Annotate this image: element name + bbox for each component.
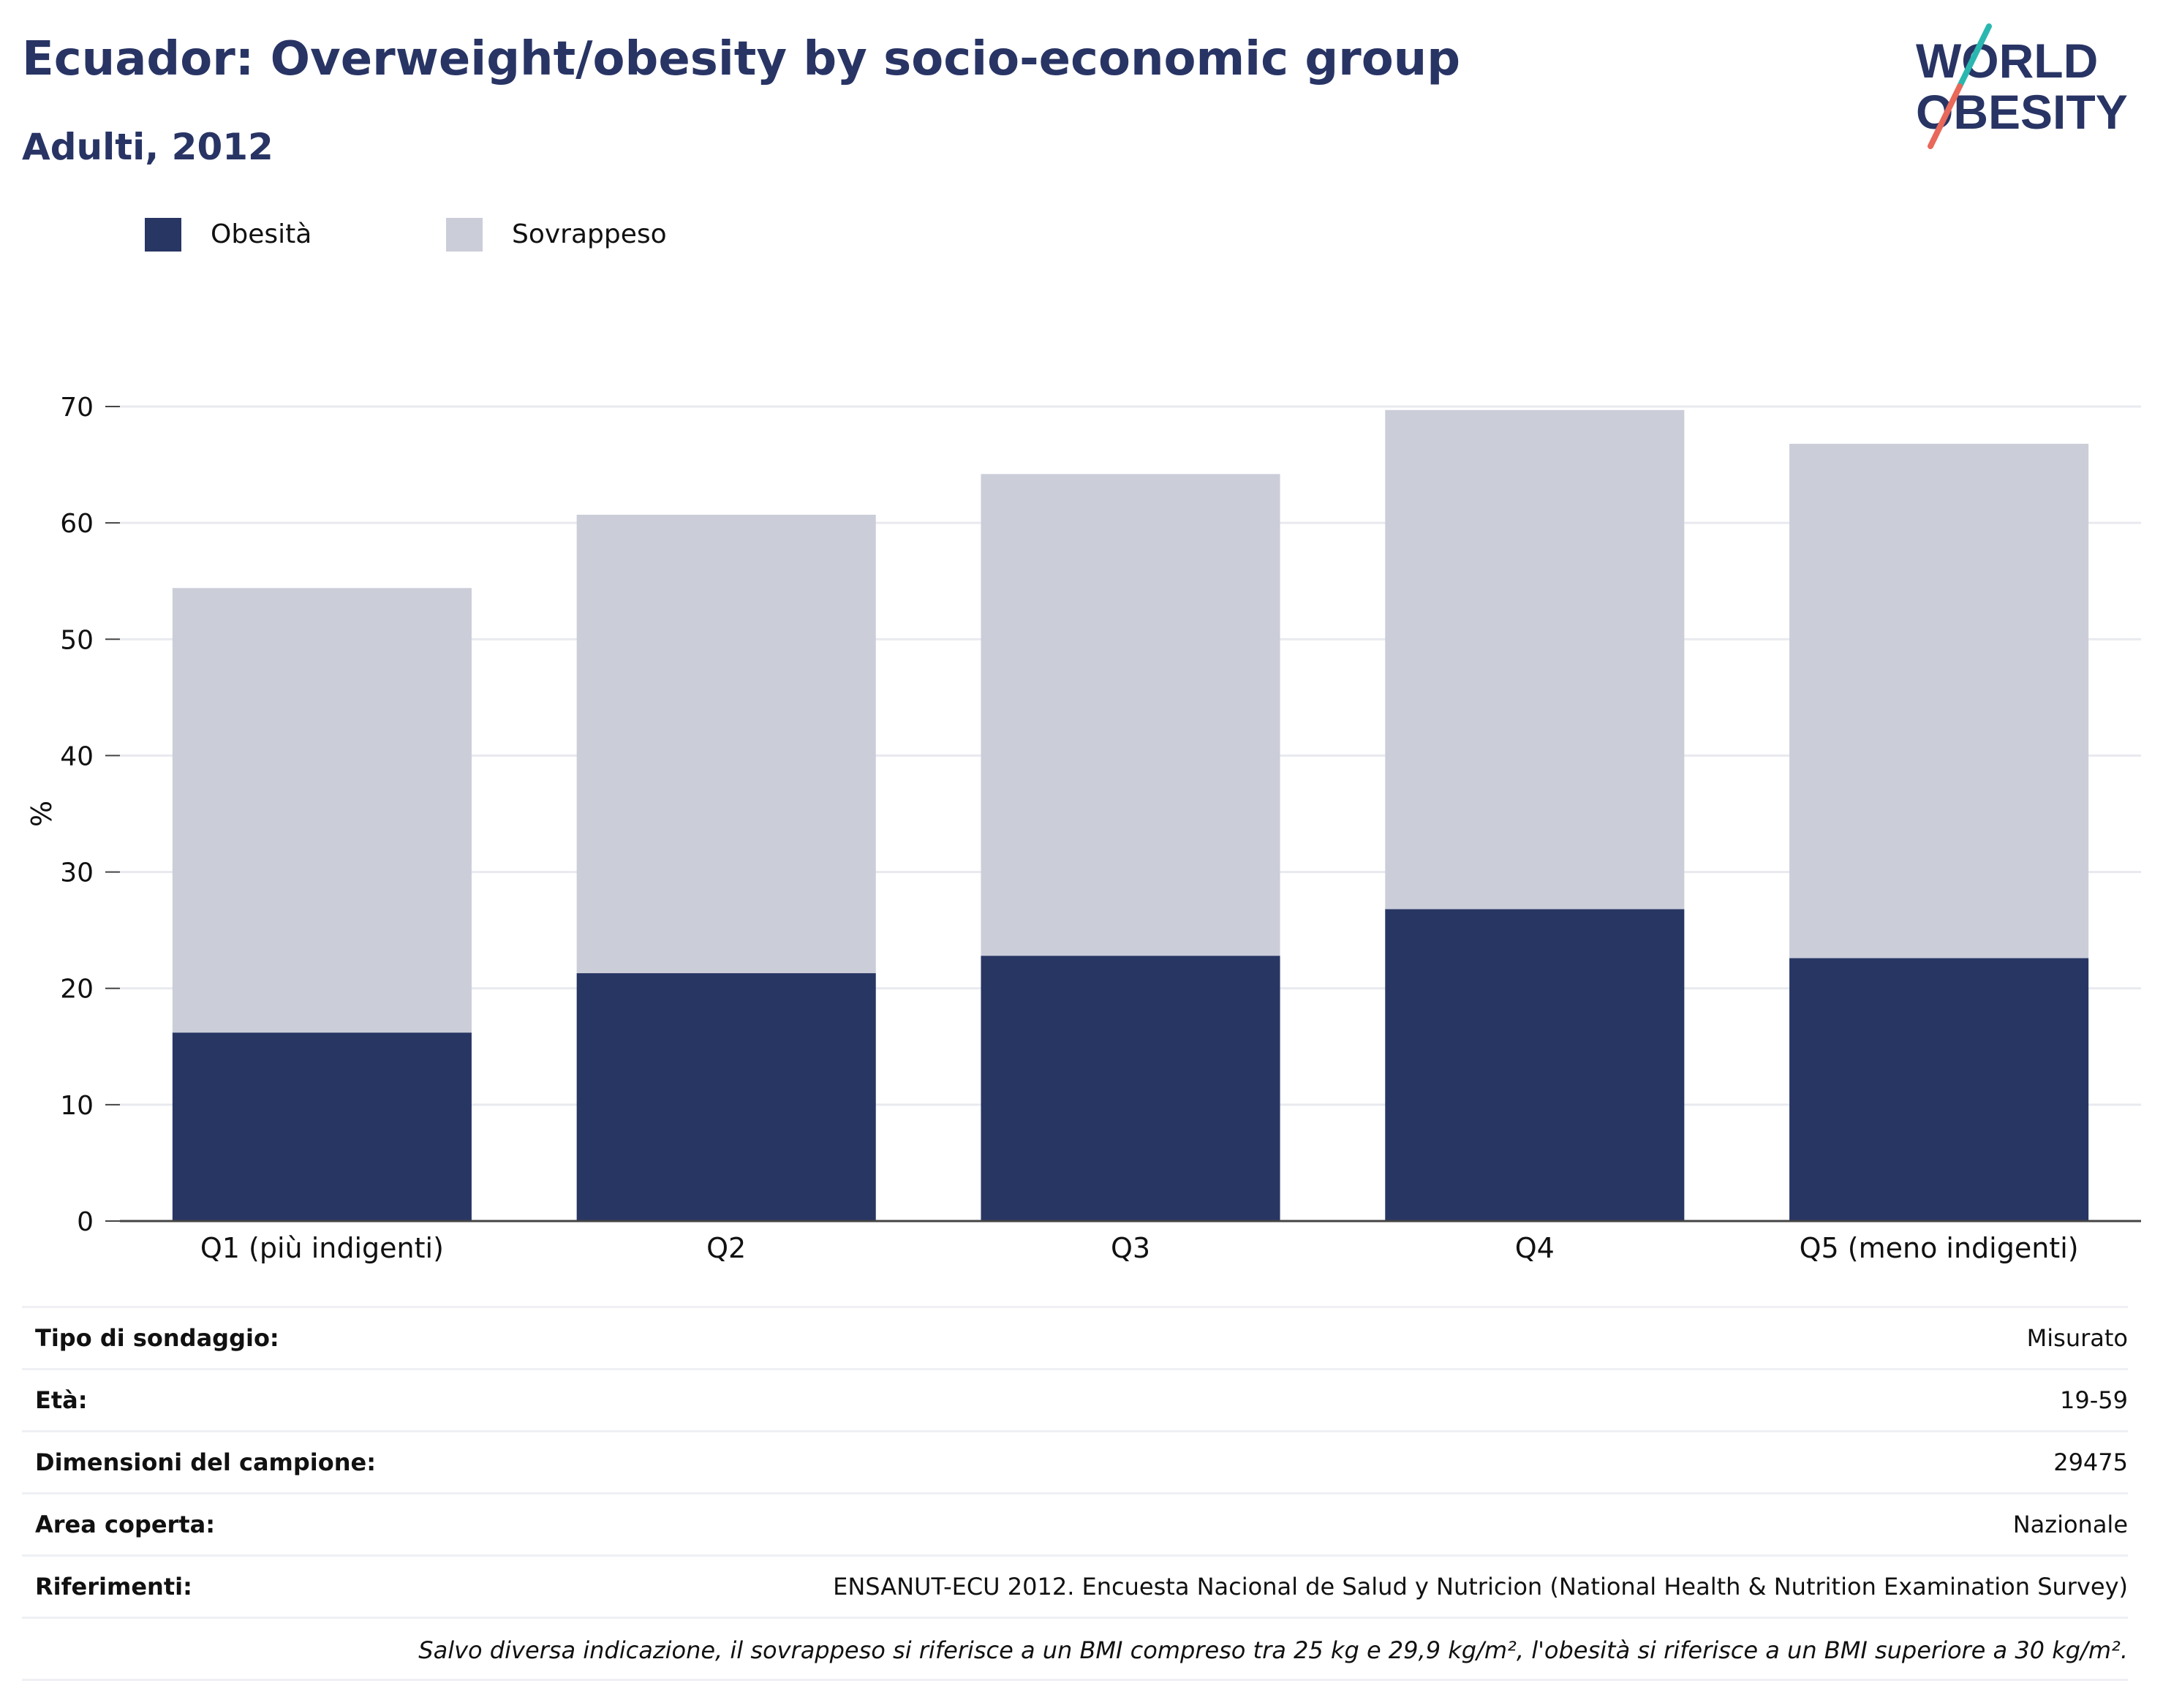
info-row-age: Età: 19-59	[22, 1368, 2128, 1430]
info-value: 19-59	[2060, 1386, 2128, 1414]
x-tick-label: Q3	[1111, 1232, 1150, 1264]
info-label: Tipo di sondaggio:	[35, 1324, 279, 1352]
logo-slash-red	[1928, 83, 1963, 149]
info-label: Dimensioni del campione:	[35, 1448, 377, 1476]
x-tick-label: Q4	[1515, 1232, 1555, 1264]
y-tick-label: 0	[77, 1207, 94, 1237]
y-tick-label: 50	[60, 625, 94, 655]
bar-obesity	[981, 956, 1280, 1221]
y-tick-label: 20	[60, 975, 94, 1005]
legend-swatch-overweight	[446, 218, 483, 252]
bar-obesity	[1385, 909, 1685, 1221]
info-divider	[22, 1679, 2128, 1681]
y-axis-title: %	[26, 801, 58, 827]
bar-obesity	[576, 973, 876, 1221]
info-value: 29475	[2053, 1448, 2128, 1476]
bar-obesity	[172, 1032, 472, 1221]
info-row-references: Riferimenti: ENSANUT-ECU 2012. Encuesta …	[22, 1554, 2128, 1617]
legend-label-obesity: Obesità	[211, 219, 312, 249]
bar-overweight	[1385, 409, 1685, 910]
y-tick-label: 60	[60, 509, 94, 539]
info-value: ENSANUT-ECU 2012. Encuesta Nacional de S…	[833, 1573, 2128, 1601]
x-tick-label: Q1 (più indigenti)	[200, 1232, 444, 1264]
logo-word-world: WORLD	[1916, 34, 2098, 88]
info-label: Riferimenti:	[35, 1573, 192, 1601]
survey-info-table: Tipo di sondaggio: Misurato Età: 19-59 D…	[22, 1306, 2128, 1681]
y-tick-label: 30	[60, 858, 94, 888]
y-tick-label: 70	[60, 393, 94, 423]
y-tick-label: 40	[60, 741, 94, 771]
info-row-survey-type: Tipo di sondaggio: Misurato	[22, 1306, 2128, 1368]
legend-swatch-obesity	[145, 218, 181, 252]
info-value: Misurato	[2026, 1324, 2128, 1352]
page-subtitle: Adulti, 2012	[22, 126, 273, 168]
page-title: Ecuador: Overweight/obesity by socio-eco…	[22, 32, 1461, 86]
bar-overweight	[981, 474, 1280, 956]
legend-label-overweight: Sovrappeso	[512, 219, 667, 249]
bar-overweight	[576, 515, 876, 974]
logo-slash-teal	[1957, 23, 1992, 89]
bar-overweight	[172, 588, 472, 1033]
info-row-note: Salvo diversa indicazione, il sovrappeso…	[22, 1617, 2128, 1679]
info-value: Nazionale	[2012, 1511, 2128, 1538]
info-row-area: Area coperta: Nazionale	[22, 1492, 2128, 1554]
x-tick-label: Q5 (meno indigenti)	[1800, 1232, 2079, 1264]
logo-word-obesity: OBESITY	[1916, 85, 2128, 139]
info-row-sample-size: Dimensioni del campione: 29475	[22, 1430, 2128, 1492]
bar-overweight	[1789, 443, 2089, 959]
info-label: Area coperta:	[35, 1511, 216, 1538]
definition-note: Salvo diversa indicazione, il sovrappeso…	[418, 1636, 2128, 1664]
stacked-bar-chart: 0 10 20 30 40 50 60 70% Q1 (più indigenti) Q2 Q3 Q4…	[26, 393, 2141, 1264]
y-tick-label: 10	[60, 1091, 94, 1121]
info-label: Età:	[35, 1386, 88, 1414]
bar-obesity	[1789, 958, 2089, 1221]
x-tick-label: Q2	[706, 1232, 746, 1264]
world-obesity-logo: WORLD OBESITY	[1916, 23, 2128, 149]
